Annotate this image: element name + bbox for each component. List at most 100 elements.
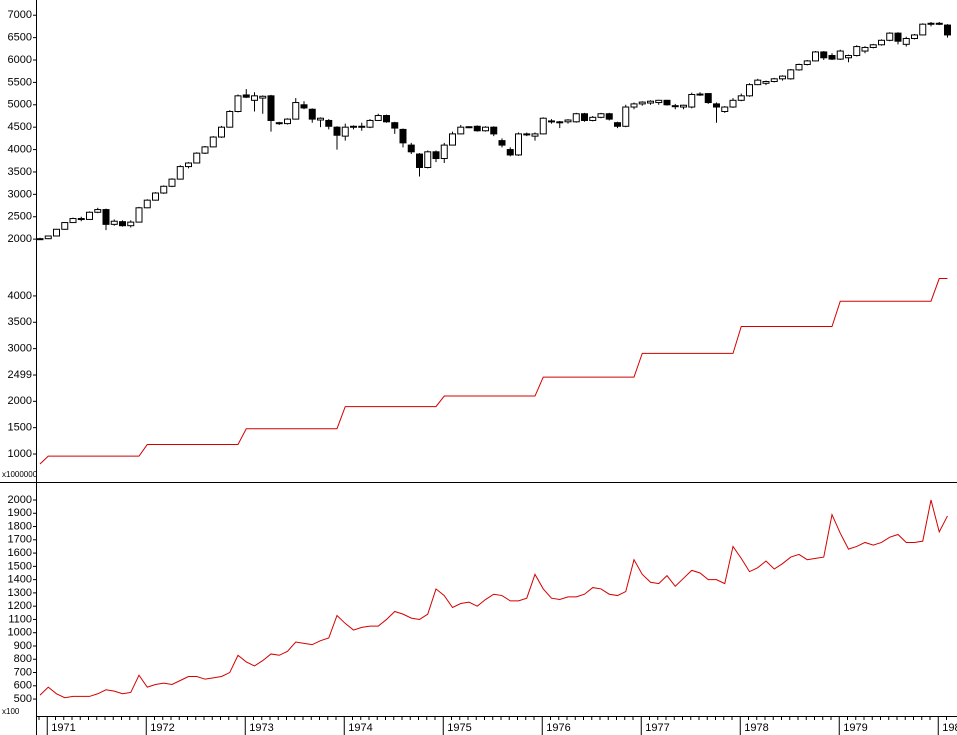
candle-body [886, 32, 894, 41]
candle-body [605, 113, 613, 120]
candle-body [234, 95, 242, 113]
candle-body [630, 103, 638, 108]
candle-body [242, 94, 250, 98]
y-tick-label: 3000 [8, 188, 32, 200]
y-unit-label: x1000000 [2, 470, 38, 479]
candle-body [341, 126, 349, 137]
candle-body [465, 126, 473, 129]
candle-body [86, 211, 93, 220]
candle-body [688, 93, 696, 108]
candle-body [94, 209, 102, 213]
candle-body [259, 95, 267, 99]
candle-body [53, 228, 60, 237]
line-series [39, 278, 948, 465]
y-tick-label: 1900 [8, 507, 32, 519]
candle-body [597, 113, 605, 118]
y-tick-label: 4000 [8, 143, 32, 155]
candle-body [226, 111, 234, 128]
candle-body [185, 162, 192, 168]
candle-body [746, 84, 753, 97]
candle-body [193, 152, 201, 164]
candle-body [473, 125, 481, 132]
candle-body [308, 108, 316, 120]
candle-body [317, 117, 324, 121]
y-tick-label: 1500 [8, 422, 32, 434]
y-tick-label: 1600 [8, 547, 32, 559]
candle-body [449, 133, 456, 146]
candle-body [911, 34, 918, 40]
candle-body [168, 178, 176, 187]
candle-body [878, 39, 885, 46]
candle-body [572, 113, 580, 123]
x-tick-label: 1972 [150, 722, 174, 734]
y-tick-label: 1000 [8, 627, 32, 639]
candle-body [581, 113, 588, 121]
candle-body [36, 238, 44, 241]
candle-body [482, 126, 489, 132]
candle-body [490, 126, 498, 135]
y-tick-label: 800 [14, 653, 32, 665]
y-tick-label: 6500 [8, 32, 32, 44]
candle-body [275, 122, 283, 125]
candle-body [927, 22, 935, 25]
y-unit-label: x100 [2, 707, 20, 716]
y-tick-label: 1000 [8, 448, 32, 460]
y-tick-label: 900 [14, 640, 32, 652]
candle-body [399, 128, 407, 144]
candle-body [432, 151, 440, 160]
candle-body [861, 46, 869, 52]
candle-body [647, 100, 654, 104]
candle-body [935, 22, 943, 25]
candle-body [498, 140, 506, 146]
candle-body [209, 136, 217, 148]
candle-body [779, 75, 786, 80]
y-tick-label: 5500 [8, 76, 32, 88]
candle-body [523, 133, 531, 136]
candle-body [556, 121, 564, 124]
candle-body [160, 185, 168, 194]
candle-body [457, 126, 465, 135]
x-tick-label: 1974 [348, 722, 372, 734]
x-tick-label: 1973 [249, 722, 273, 734]
candle-body [102, 209, 110, 225]
candle-body [292, 102, 300, 120]
x-tick-label: 1977 [645, 722, 669, 734]
candle-body [704, 93, 712, 104]
candle-body [333, 126, 341, 136]
y-tick-label: 1400 [8, 574, 32, 586]
candle-body [622, 106, 630, 127]
candle-body [902, 38, 910, 45]
x-tick-label: 1980 [942, 722, 957, 734]
y-tick-label: 600 [14, 680, 32, 692]
candle-body [770, 78, 778, 83]
candle-body [869, 44, 877, 48]
candle-body [152, 192, 159, 201]
candle-body [44, 235, 52, 240]
candle-body [548, 120, 555, 123]
candle-body [416, 153, 423, 168]
candle-body [729, 99, 737, 108]
y-tick-label: 1100 [8, 613, 32, 625]
y-tick-label: 1800 [8, 520, 32, 532]
y-tick-label: 1700 [8, 534, 32, 546]
line-series [39, 499, 948, 699]
candle-body [820, 51, 828, 59]
candle-body [135, 207, 143, 223]
y-tick-label: 2000 [8, 494, 32, 506]
candle-body [680, 104, 687, 108]
candle-body [721, 106, 729, 113]
candle-body [284, 118, 291, 125]
candle-body [614, 122, 621, 127]
candle-body [696, 93, 704, 96]
candle-body [325, 119, 333, 127]
candle-body [440, 144, 448, 160]
y-tick-label: 2000 [8, 395, 32, 407]
candle-body [424, 151, 432, 168]
y-tick-label: 4500 [8, 121, 32, 133]
candle-body [589, 116, 597, 121]
candle-body [506, 149, 514, 156]
y-tick-label: 700 [14, 666, 32, 678]
candle-body [374, 115, 382, 121]
